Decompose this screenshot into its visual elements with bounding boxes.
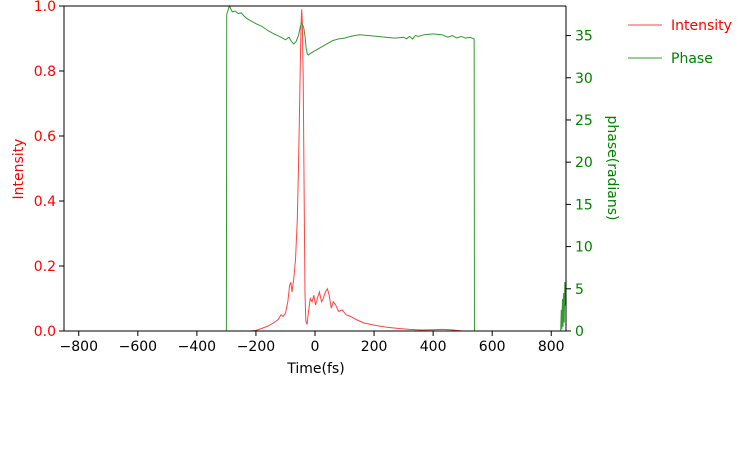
- phase-tick-label: 5: [575, 282, 584, 298]
- legend-intensity-label: Intensity: [671, 18, 732, 34]
- phase-axis-label: phase(radians): [604, 115, 620, 220]
- x-tick-label: −600: [119, 339, 157, 355]
- x-tick-label: −800: [60, 339, 98, 355]
- phase-tick-label: 0: [575, 324, 584, 340]
- x-axis-label: Time(fs): [286, 361, 344, 377]
- intensity-tick-label: 0.6: [34, 129, 56, 145]
- x-tick-label: −400: [178, 339, 216, 355]
- phase-tick-label: 20: [575, 155, 593, 171]
- x-tick-label: −200: [237, 339, 275, 355]
- phase-tick-label: 15: [575, 197, 593, 213]
- intensity-line: [64, 9, 566, 331]
- plot-area: [63, 4, 567, 332]
- phase-axis: 0 5 10 15 20 25 30 35: [566, 29, 593, 340]
- x-tick-label: 800: [538, 339, 565, 355]
- x-tick-label: 600: [479, 339, 506, 355]
- phase-line: [225, 4, 566, 331]
- intensity-tick-label: 1.0: [34, 0, 56, 15]
- x-axis: −800 −600 −400 −200 0 200 400 600 800: [60, 331, 565, 355]
- phase-tick-label: 35: [575, 29, 593, 45]
- legend: Intensity Phase: [628, 18, 732, 67]
- phase-tick-label: 10: [575, 240, 593, 256]
- intensity-tick-label: 0.4: [34, 194, 56, 210]
- phase-tick-label: 25: [575, 113, 593, 129]
- x-tick-label: 0: [311, 339, 320, 355]
- x-tick-label: 200: [361, 339, 388, 355]
- phase-tick-label: 30: [575, 71, 593, 87]
- intensity-tick-label: 0.2: [34, 259, 56, 275]
- intensity-tick-label: 0.0: [34, 324, 56, 340]
- intensity-tick-label: 0.8: [34, 64, 56, 80]
- intensity-axis: 0.0 0.2 0.4 0.6 0.8 1.0: [34, 0, 64, 340]
- intensity-axis-label: Intensity: [11, 139, 27, 200]
- x-tick-label: 400: [420, 339, 447, 355]
- legend-phase-label: Phase: [671, 51, 713, 67]
